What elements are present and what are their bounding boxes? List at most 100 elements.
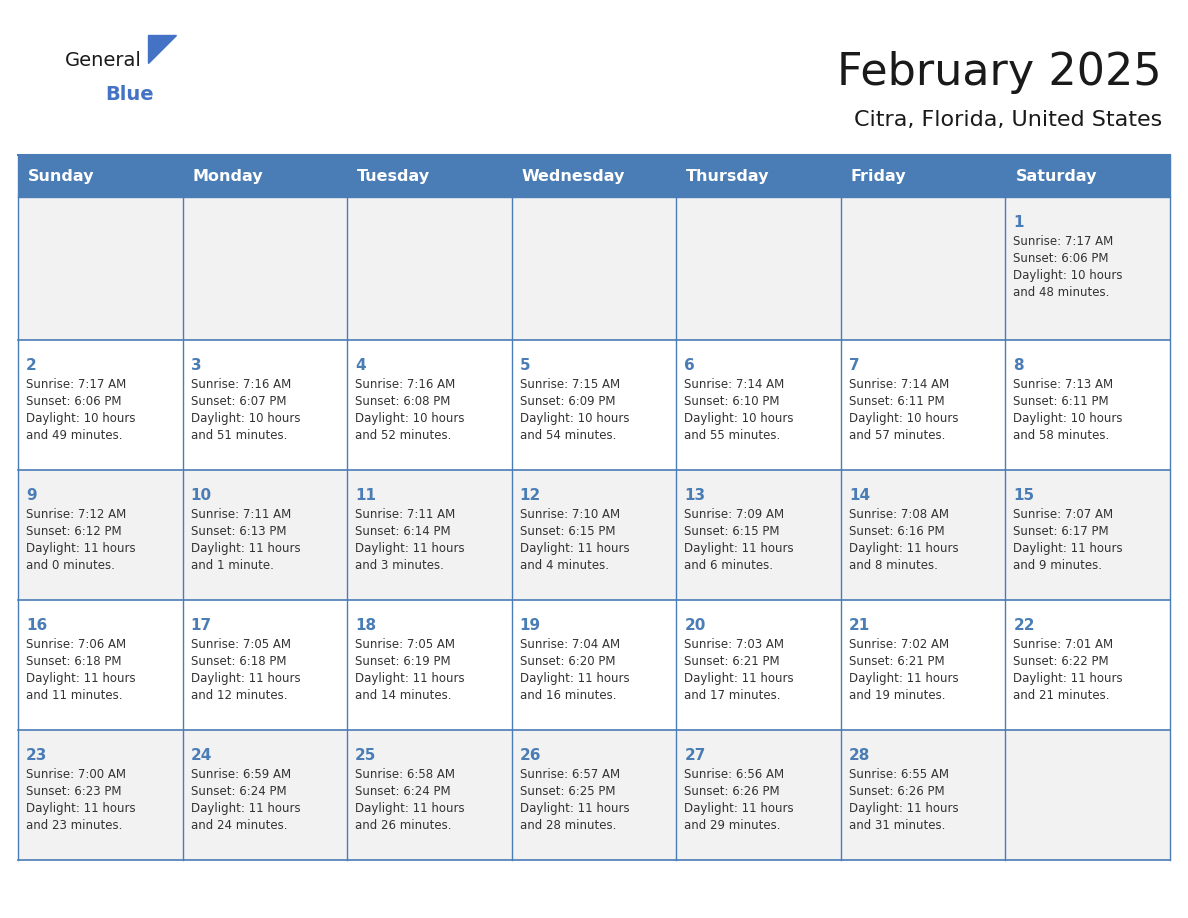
Text: Sunrise: 7:02 AM: Sunrise: 7:02 AM: [849, 638, 949, 651]
Text: Sunrise: 6:58 AM: Sunrise: 6:58 AM: [355, 768, 455, 781]
Text: 9: 9: [26, 488, 37, 503]
Text: Daylight: 11 hours: Daylight: 11 hours: [1013, 672, 1123, 685]
Text: and 26 minutes.: and 26 minutes.: [355, 819, 451, 832]
Text: Daylight: 10 hours: Daylight: 10 hours: [1013, 269, 1123, 282]
Text: and 24 minutes.: and 24 minutes.: [190, 819, 287, 832]
Text: and 21 minutes.: and 21 minutes.: [1013, 689, 1110, 702]
Bar: [18, 470, 1170, 600]
Text: Sunset: 6:16 PM: Sunset: 6:16 PM: [849, 525, 944, 538]
Text: Daylight: 10 hours: Daylight: 10 hours: [1013, 412, 1123, 425]
Text: Sunrise: 7:03 AM: Sunrise: 7:03 AM: [684, 638, 784, 651]
Text: Monday: Monday: [192, 169, 264, 184]
Text: and 49 minutes.: and 49 minutes.: [26, 429, 122, 442]
Text: Daylight: 11 hours: Daylight: 11 hours: [190, 542, 301, 555]
Text: Sunrise: 7:04 AM: Sunrise: 7:04 AM: [519, 638, 620, 651]
Bar: [183, 155, 347, 197]
Text: and 29 minutes.: and 29 minutes.: [684, 819, 781, 832]
Text: Sunrise: 7:13 AM: Sunrise: 7:13 AM: [1013, 378, 1113, 391]
Text: Daylight: 11 hours: Daylight: 11 hours: [519, 542, 630, 555]
Text: Sunset: 6:11 PM: Sunset: 6:11 PM: [1013, 395, 1110, 408]
Text: Daylight: 10 hours: Daylight: 10 hours: [26, 412, 135, 425]
Text: and 58 minutes.: and 58 minutes.: [1013, 429, 1110, 442]
Text: Daylight: 11 hours: Daylight: 11 hours: [26, 542, 135, 555]
Text: Sunset: 6:13 PM: Sunset: 6:13 PM: [190, 525, 286, 538]
Text: Daylight: 11 hours: Daylight: 11 hours: [849, 802, 959, 815]
Text: Sunrise: 6:55 AM: Sunrise: 6:55 AM: [849, 768, 949, 781]
Text: and 16 minutes.: and 16 minutes.: [519, 689, 617, 702]
Bar: [18, 730, 1170, 860]
Text: Sunset: 6:26 PM: Sunset: 6:26 PM: [849, 785, 944, 798]
Text: Sunrise: 6:56 AM: Sunrise: 6:56 AM: [684, 768, 784, 781]
Text: and 1 minute.: and 1 minute.: [190, 559, 273, 572]
Bar: [347, 155, 512, 197]
Text: 16: 16: [26, 618, 48, 633]
Text: 7: 7: [849, 358, 859, 373]
Text: Blue: Blue: [105, 85, 153, 105]
Text: Daylight: 11 hours: Daylight: 11 hours: [684, 672, 794, 685]
Text: Sunrise: 7:11 AM: Sunrise: 7:11 AM: [355, 508, 455, 521]
Text: and 48 minutes.: and 48 minutes.: [1013, 286, 1110, 299]
Text: Sunset: 6:25 PM: Sunset: 6:25 PM: [519, 785, 615, 798]
Text: Sunrise: 7:17 AM: Sunrise: 7:17 AM: [26, 378, 126, 391]
Text: and 19 minutes.: and 19 minutes.: [849, 689, 946, 702]
Text: 1: 1: [1013, 215, 1024, 230]
Text: 10: 10: [190, 488, 211, 503]
Text: 27: 27: [684, 748, 706, 763]
Text: Sunrise: 7:15 AM: Sunrise: 7:15 AM: [519, 378, 620, 391]
Text: and 23 minutes.: and 23 minutes.: [26, 819, 122, 832]
Text: 14: 14: [849, 488, 870, 503]
Text: Sunset: 6:14 PM: Sunset: 6:14 PM: [355, 525, 450, 538]
Bar: [1005, 155, 1170, 197]
Text: Daylight: 10 hours: Daylight: 10 hours: [190, 412, 301, 425]
Text: Sunset: 6:21 PM: Sunset: 6:21 PM: [849, 655, 944, 668]
Text: Friday: Friday: [851, 169, 906, 184]
Polygon shape: [148, 35, 176, 63]
Text: Sunrise: 6:57 AM: Sunrise: 6:57 AM: [519, 768, 620, 781]
Bar: [841, 155, 1005, 197]
Text: 18: 18: [355, 618, 377, 633]
Text: Daylight: 11 hours: Daylight: 11 hours: [355, 802, 465, 815]
Text: Sunrise: 7:10 AM: Sunrise: 7:10 AM: [519, 508, 620, 521]
Text: Sunrise: 7:01 AM: Sunrise: 7:01 AM: [1013, 638, 1113, 651]
Text: 5: 5: [519, 358, 530, 373]
Text: and 12 minutes.: and 12 minutes.: [190, 689, 287, 702]
Text: 23: 23: [26, 748, 48, 763]
Text: and 6 minutes.: and 6 minutes.: [684, 559, 773, 572]
Text: Sunset: 6:08 PM: Sunset: 6:08 PM: [355, 395, 450, 408]
Text: Sunrise: 7:14 AM: Sunrise: 7:14 AM: [849, 378, 949, 391]
Text: General: General: [65, 50, 141, 70]
Text: 22: 22: [1013, 618, 1035, 633]
Text: 3: 3: [190, 358, 201, 373]
Bar: [676, 155, 841, 197]
Text: 12: 12: [519, 488, 541, 503]
Text: and 54 minutes.: and 54 minutes.: [519, 429, 617, 442]
Text: Daylight: 11 hours: Daylight: 11 hours: [684, 802, 794, 815]
Bar: [512, 155, 676, 197]
Text: 21: 21: [849, 618, 870, 633]
Text: Daylight: 11 hours: Daylight: 11 hours: [849, 542, 959, 555]
Text: Sunrise: 7:09 AM: Sunrise: 7:09 AM: [684, 508, 784, 521]
Text: and 3 minutes.: and 3 minutes.: [355, 559, 444, 572]
Text: Daylight: 10 hours: Daylight: 10 hours: [849, 412, 959, 425]
Text: Sunset: 6:18 PM: Sunset: 6:18 PM: [190, 655, 286, 668]
Text: Saturday: Saturday: [1016, 169, 1097, 184]
Bar: [18, 155, 183, 197]
Text: Sunset: 6:17 PM: Sunset: 6:17 PM: [1013, 525, 1110, 538]
Text: Sunset: 6:24 PM: Sunset: 6:24 PM: [355, 785, 450, 798]
Text: 15: 15: [1013, 488, 1035, 503]
Text: Sunset: 6:23 PM: Sunset: 6:23 PM: [26, 785, 121, 798]
Text: Sunset: 6:09 PM: Sunset: 6:09 PM: [519, 395, 615, 408]
Text: and 51 minutes.: and 51 minutes.: [190, 429, 287, 442]
Text: Sunrise: 7:11 AM: Sunrise: 7:11 AM: [190, 508, 291, 521]
Text: Daylight: 10 hours: Daylight: 10 hours: [684, 412, 794, 425]
Text: and 55 minutes.: and 55 minutes.: [684, 429, 781, 442]
Text: Sunrise: 7:06 AM: Sunrise: 7:06 AM: [26, 638, 126, 651]
Text: Sunset: 6:12 PM: Sunset: 6:12 PM: [26, 525, 121, 538]
Text: Sunset: 6:15 PM: Sunset: 6:15 PM: [684, 525, 779, 538]
Text: 6: 6: [684, 358, 695, 373]
Text: Sunrise: 7:00 AM: Sunrise: 7:00 AM: [26, 768, 126, 781]
Text: Sunrise: 7:17 AM: Sunrise: 7:17 AM: [1013, 235, 1113, 248]
Text: Daylight: 11 hours: Daylight: 11 hours: [519, 802, 630, 815]
Text: Wednesday: Wednesday: [522, 169, 625, 184]
Text: Sunset: 6:19 PM: Sunset: 6:19 PM: [355, 655, 450, 668]
